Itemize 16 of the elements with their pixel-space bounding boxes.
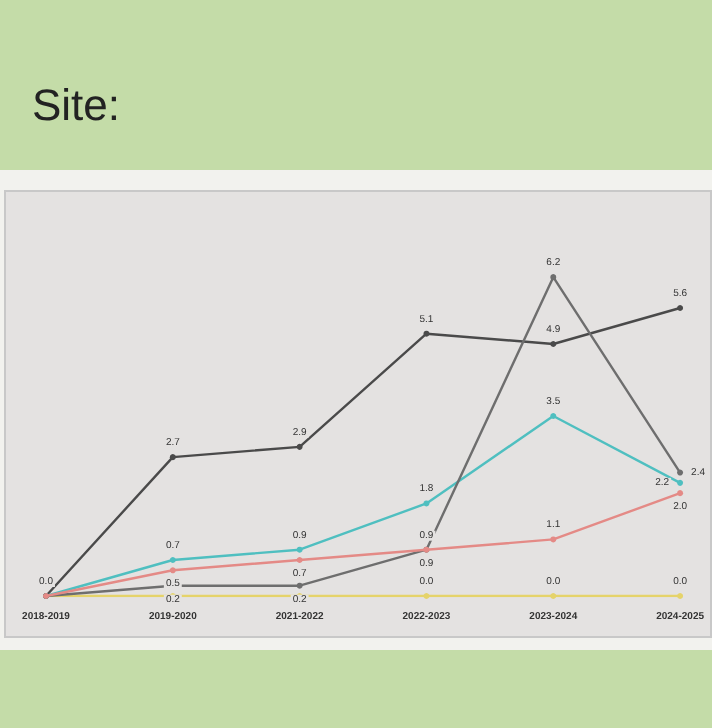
point <box>423 593 430 599</box>
point <box>169 454 176 461</box>
point <box>677 479 684 486</box>
point <box>550 413 557 419</box>
chart-title: Site: <box>32 80 121 132</box>
point <box>677 490 684 497</box>
point <box>550 536 557 543</box>
point <box>550 341 557 347</box>
point <box>296 443 303 450</box>
point <box>677 305 684 311</box>
point <box>550 274 557 281</box>
point <box>296 582 303 589</box>
point <box>169 567 176 574</box>
point <box>423 500 430 507</box>
point <box>677 469 684 476</box>
point <box>296 546 303 553</box>
